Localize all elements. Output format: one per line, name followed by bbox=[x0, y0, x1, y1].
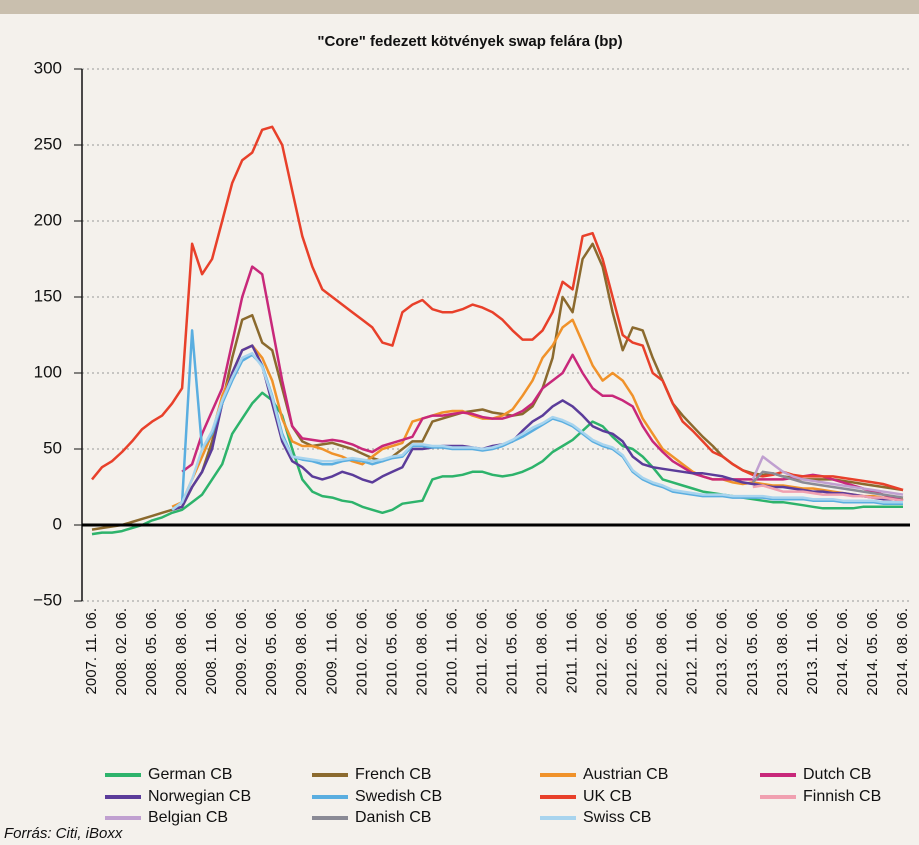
legend-label: Norwegian CB bbox=[148, 788, 251, 805]
legend-label: Swedish CB bbox=[355, 788, 442, 805]
y-tick-label: 200 bbox=[34, 210, 62, 229]
legend-label: Danish CB bbox=[355, 809, 431, 826]
x-tick-label: 2010. 02. 06. bbox=[353, 608, 370, 696]
x-tick-label: 2012. 08. 06. bbox=[654, 608, 671, 696]
x-tick-label: 2013. 08. 06. bbox=[774, 608, 791, 696]
x-tick-label: 2012. 02. 06. bbox=[594, 608, 611, 696]
x-tick-label: 2008. 02. 06. bbox=[113, 608, 130, 696]
legend-label: UK CB bbox=[583, 788, 632, 805]
legend-label: Finnish CB bbox=[803, 788, 881, 805]
y-tick-label: 300 bbox=[34, 58, 62, 77]
series-line bbox=[181, 265, 904, 502]
legend-label: French CB bbox=[355, 766, 431, 783]
legend-label: German CB bbox=[148, 766, 232, 783]
x-tick-label: 2007. 11. 06. bbox=[83, 608, 100, 694]
x-tick-label: 2008. 08. 06. bbox=[173, 608, 190, 696]
x-tick-label: 2008. 11. 06. bbox=[203, 608, 220, 694]
x-tick-label: 2013. 11. 06. bbox=[804, 608, 821, 694]
legend-label: Swiss CB bbox=[583, 809, 651, 826]
series-line bbox=[751, 455, 904, 496]
series-line bbox=[171, 344, 904, 511]
series-line bbox=[171, 351, 903, 511]
source: Forrás: Citi, iBoxx bbox=[4, 825, 123, 842]
y-tick-label: 0 bbox=[53, 514, 62, 533]
x-tick-label: 2010. 05. 06. bbox=[383, 608, 400, 696]
x-tick-label: 2012. 11. 06. bbox=[684, 608, 701, 694]
x-tick-label: 2014. 05. 06. bbox=[864, 608, 881, 696]
x-tick-label: 2012. 05. 06. bbox=[624, 608, 641, 696]
x-tick-label: 2009. 05. 06. bbox=[263, 608, 280, 696]
x-tick-label: 2014. 02. 06. bbox=[834, 608, 851, 696]
legend-label: Belgian CB bbox=[148, 809, 228, 826]
top-band bbox=[0, 0, 919, 14]
x-tick-label: 2011. 05. 06. bbox=[503, 608, 520, 694]
legend-label: Dutch CB bbox=[803, 766, 871, 783]
x-tick-label: 2010. 08. 06. bbox=[413, 608, 430, 696]
x-tick-label: 2009. 02. 06. bbox=[233, 608, 250, 696]
x-tick-label: 2011. 02. 06. bbox=[473, 608, 490, 694]
y-tick-label: 250 bbox=[34, 134, 62, 153]
x-tick-label: 2011. 11. 06. bbox=[564, 608, 581, 693]
series-line bbox=[91, 125, 904, 492]
x-tick-label: 2014. 08. 06. bbox=[894, 608, 911, 696]
series-line bbox=[752, 484, 904, 502]
series-line bbox=[91, 391, 903, 536]
x-tick-label: 2009. 11. 06. bbox=[323, 608, 340, 694]
y-tick-label: 150 bbox=[34, 286, 62, 305]
y-tick-label: −50 bbox=[33, 590, 62, 609]
x-tick-label: 2011. 08. 06. bbox=[534, 608, 551, 694]
x-tick-label: 2010. 11. 06. bbox=[443, 608, 460, 694]
chart-title: "Core" fedezett kötvények swap felára (b… bbox=[317, 33, 622, 50]
series-line bbox=[171, 318, 904, 508]
y-tick-label: 50 bbox=[43, 438, 62, 457]
x-tick-label: 2013. 02. 06. bbox=[714, 608, 731, 696]
y-tick-label: 100 bbox=[34, 362, 62, 381]
x-tick-label: 2009. 08. 06. bbox=[293, 608, 310, 696]
series-line bbox=[751, 470, 904, 499]
x-tick-label: 2008. 05. 06. bbox=[143, 608, 160, 696]
series-line bbox=[91, 242, 904, 531]
legend-label: Austrian CB bbox=[583, 766, 668, 783]
x-tick-label: 2013. 05. 06. bbox=[744, 608, 761, 696]
